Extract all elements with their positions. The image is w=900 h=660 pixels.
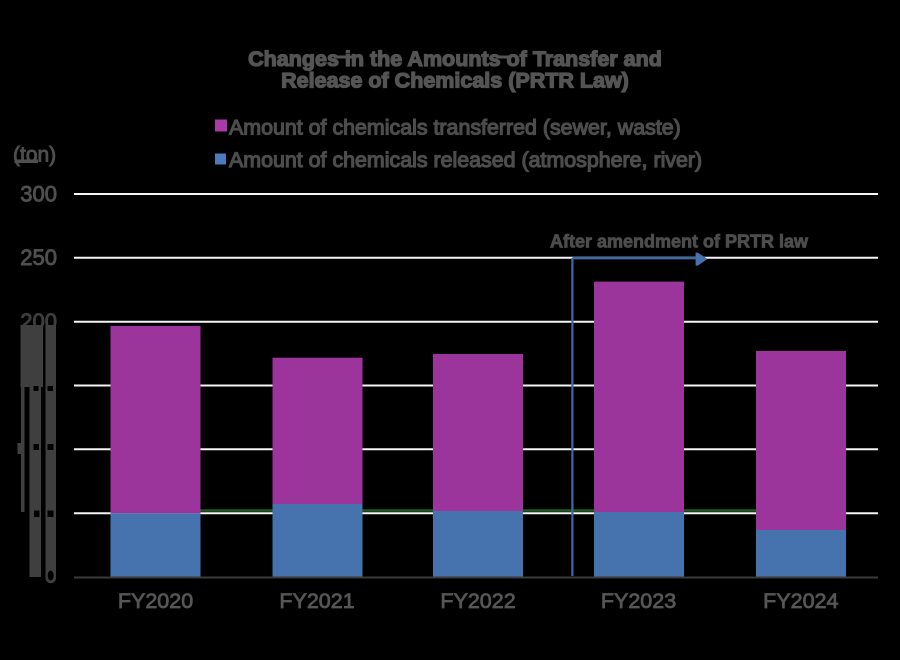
svg-text:After amendment of PRTR law: After amendment of PRTR law (550, 232, 809, 252)
svg-text:Amount of chemicals released (: Amount of chemicals released (atmosphere… (229, 148, 702, 172)
svg-text:FY2024: FY2024 (763, 589, 838, 613)
svg-text:250: 250 (20, 245, 57, 270)
svg-text:Changes in the Amounts of Tran: Changes in the Amounts of Transfer and (248, 47, 662, 71)
svg-text:Release of Chemicals (PRTR Law: Release of Chemicals (PRTR Law) (281, 69, 629, 93)
svg-text:300: 300 (20, 182, 57, 207)
svg-text:Amount of chemicals transferre: Amount of chemicals transferred (sewer, … (229, 116, 681, 140)
svg-text:(ton): (ton) (13, 144, 56, 167)
svg-text:FY2022: FY2022 (440, 589, 515, 613)
svg-text:FY2023: FY2023 (601, 589, 676, 613)
svg-text:FY2020: FY2020 (118, 589, 193, 613)
svg-text:FY2021: FY2021 (279, 589, 354, 613)
